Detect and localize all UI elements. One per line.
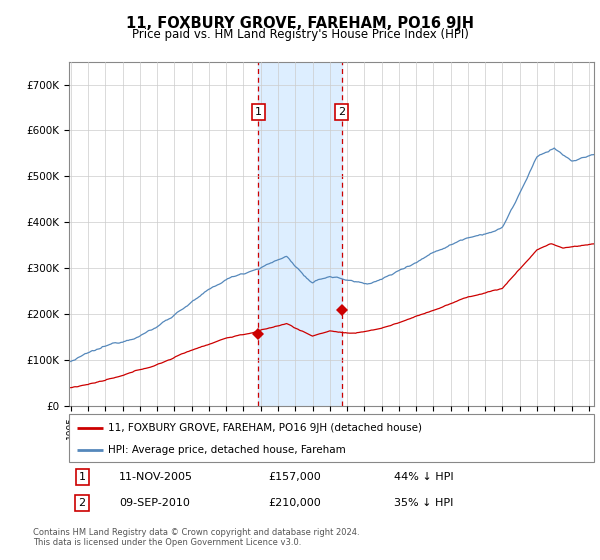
Text: 11, FOXBURY GROVE, FAREHAM, PO16 9JH (detached house): 11, FOXBURY GROVE, FAREHAM, PO16 9JH (de… (109, 423, 422, 433)
Text: 1: 1 (255, 107, 262, 117)
Text: 11, FOXBURY GROVE, FAREHAM, PO16 9JH: 11, FOXBURY GROVE, FAREHAM, PO16 9JH (126, 16, 474, 31)
Text: HPI: Average price, detached house, Fareham: HPI: Average price, detached house, Fare… (109, 445, 346, 455)
Text: 35% ↓ HPI: 35% ↓ HPI (395, 498, 454, 508)
Text: 44% ↓ HPI: 44% ↓ HPI (395, 472, 454, 482)
Bar (259, 62, 341, 406)
Text: 2: 2 (79, 498, 86, 508)
Text: This data is licensed under the Open Government Licence v3.0.: This data is licensed under the Open Gov… (33, 538, 301, 547)
Text: 11-NOV-2005: 11-NOV-2005 (119, 472, 193, 482)
Text: £210,000: £210,000 (269, 498, 321, 508)
Text: 1: 1 (79, 472, 86, 482)
Text: Price paid vs. HM Land Registry's House Price Index (HPI): Price paid vs. HM Land Registry's House … (131, 28, 469, 41)
Text: 2: 2 (338, 107, 345, 117)
Text: £157,000: £157,000 (269, 472, 321, 482)
FancyBboxPatch shape (69, 414, 594, 462)
Text: 09-SEP-2010: 09-SEP-2010 (119, 498, 190, 508)
Text: Contains HM Land Registry data © Crown copyright and database right 2024.: Contains HM Land Registry data © Crown c… (33, 528, 359, 536)
